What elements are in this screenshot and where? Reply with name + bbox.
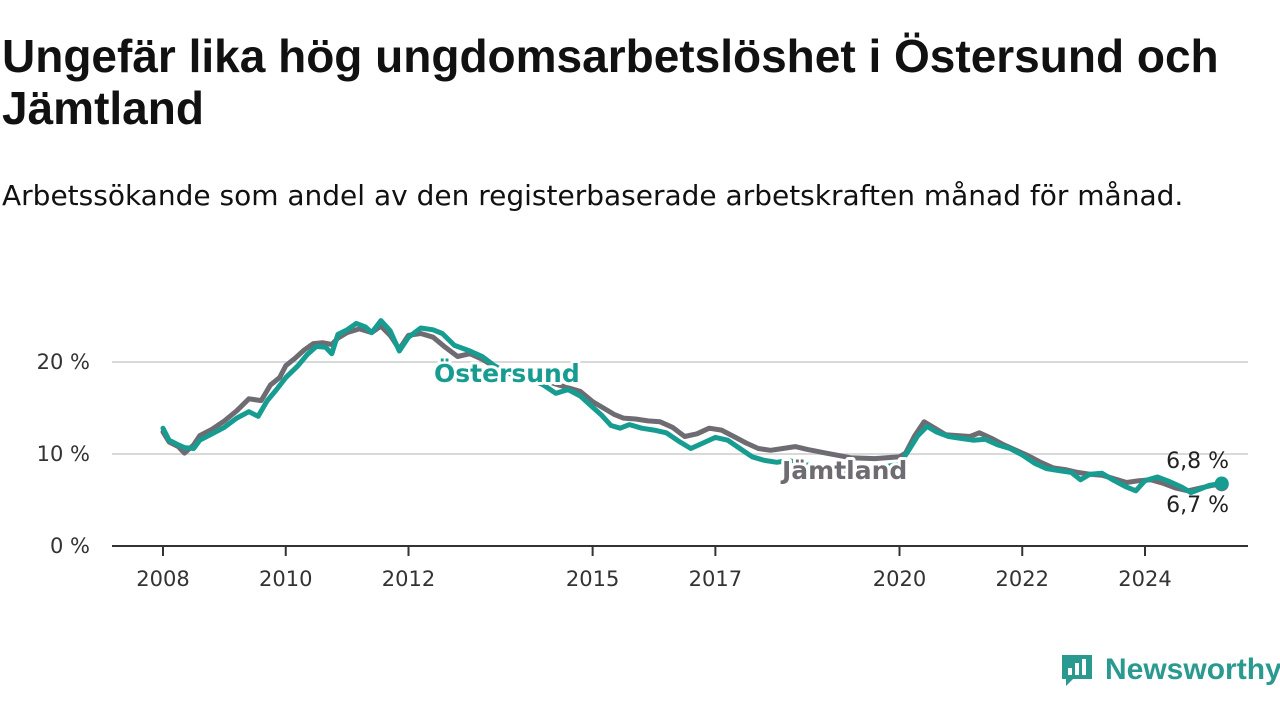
series-label-ostersund: Östersund bbox=[434, 358, 580, 388]
logo-bar-1 bbox=[1068, 668, 1072, 675]
x-tick-label: 2008 bbox=[136, 567, 189, 591]
end-label-ostersund: 6,8 % bbox=[1166, 449, 1229, 474]
x-axis: 2008 2010 2012 2015 2017 2020 2022 2024 bbox=[112, 545, 1248, 591]
newsworthy-logo: Newsworthy bbox=[1059, 652, 1280, 688]
y-tick-label: 10 % bbox=[37, 442, 90, 466]
logo-bar-2 bbox=[1075, 663, 1079, 675]
chart-subtitle: Arbetssökande som andel av den registerb… bbox=[2, 179, 1184, 212]
x-tick-label: 2010 bbox=[259, 567, 312, 591]
x-tick-label: 2022 bbox=[996, 567, 1049, 591]
y-tick-label: 0 % bbox=[50, 534, 90, 558]
x-tick-label: 2015 bbox=[566, 567, 619, 591]
x-tick-label: 2017 bbox=[689, 567, 742, 591]
series-line-ostersund bbox=[160, 318, 1225, 496]
logo-bar-3 bbox=[1082, 659, 1086, 675]
newsworthy-logo-icon bbox=[1062, 655, 1092, 686]
series-lines bbox=[160, 318, 1229, 496]
chart-title: Ungefär lika hög ungdomsarbetslöshet i Ö… bbox=[2, 30, 1219, 134]
x-tick-label: 2012 bbox=[382, 567, 435, 591]
end-label-jamtland: 6,7 % bbox=[1166, 493, 1229, 518]
series-line-jamtland bbox=[160, 323, 1225, 494]
series-labels: Östersund Jämtland 6,8 % 6,7 % bbox=[431, 355, 1229, 518]
line-chart: 0 % 10 % 20 % 2008 2010 2012 2015 2017 2020 2022… bbox=[37, 318, 1248, 591]
y-tick-label: 20 % bbox=[37, 350, 90, 374]
end-point-ostersund bbox=[1214, 476, 1229, 491]
x-tick-label: 2024 bbox=[1118, 567, 1171, 591]
x-tick-label: 2020 bbox=[873, 567, 926, 591]
series-label-jamtland: Jämtland bbox=[780, 456, 907, 485]
y-axis: 0 % 10 % 20 % bbox=[37, 350, 90, 558]
brand-name: Newsworthy bbox=[1105, 653, 1280, 686]
